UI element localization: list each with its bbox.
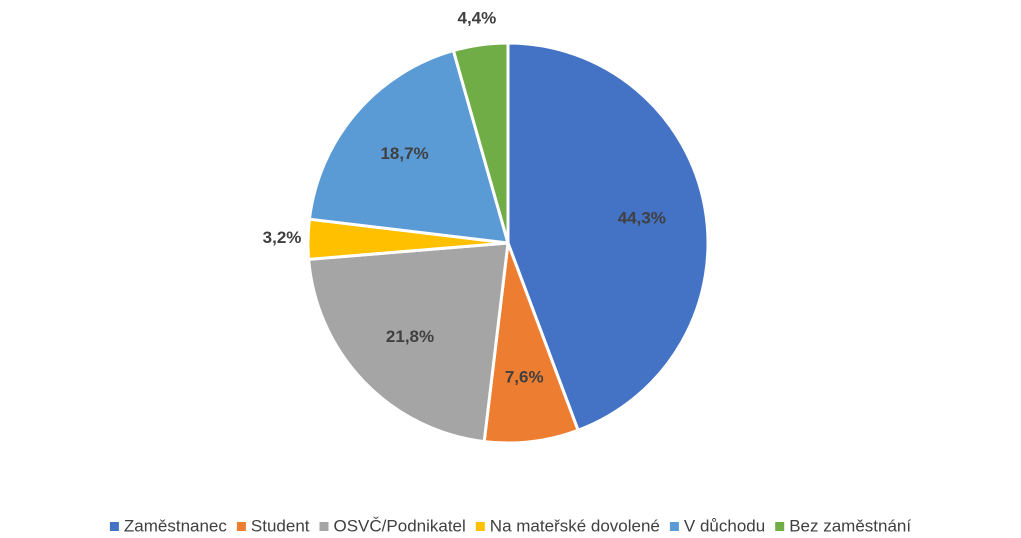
legend-label: OSVČ/Podnikatel [334, 516, 466, 535]
data-label: 3,2% [263, 228, 302, 247]
data-label: 21,8% [386, 327, 434, 346]
legend-label: Student [251, 516, 310, 535]
data-label: 18,7% [380, 144, 428, 163]
legend-swatch [775, 522, 785, 531]
data-label: 4,4% [457, 9, 496, 28]
data-label: 7,6% [505, 368, 544, 387]
legend-swatch [475, 522, 485, 531]
legend-label: Na mateřské dovolené [490, 516, 660, 535]
data-label: 44,3% [618, 208, 666, 227]
pie-slice [451, 41, 510, 244]
legend-swatch [319, 522, 329, 531]
legend-swatch [109, 522, 119, 531]
pie-slice [307, 241, 510, 444]
pie-slice [506, 41, 710, 433]
legend-swatch [236, 522, 246, 531]
legend-label: Bez zaměstnání [789, 516, 911, 535]
pie-slice [482, 242, 581, 445]
pie-slice [307, 48, 511, 245]
legend-swatch [669, 522, 679, 531]
legend-label: V důchodu [684, 516, 765, 535]
legend-label: Zaměstnanec [124, 516, 227, 535]
